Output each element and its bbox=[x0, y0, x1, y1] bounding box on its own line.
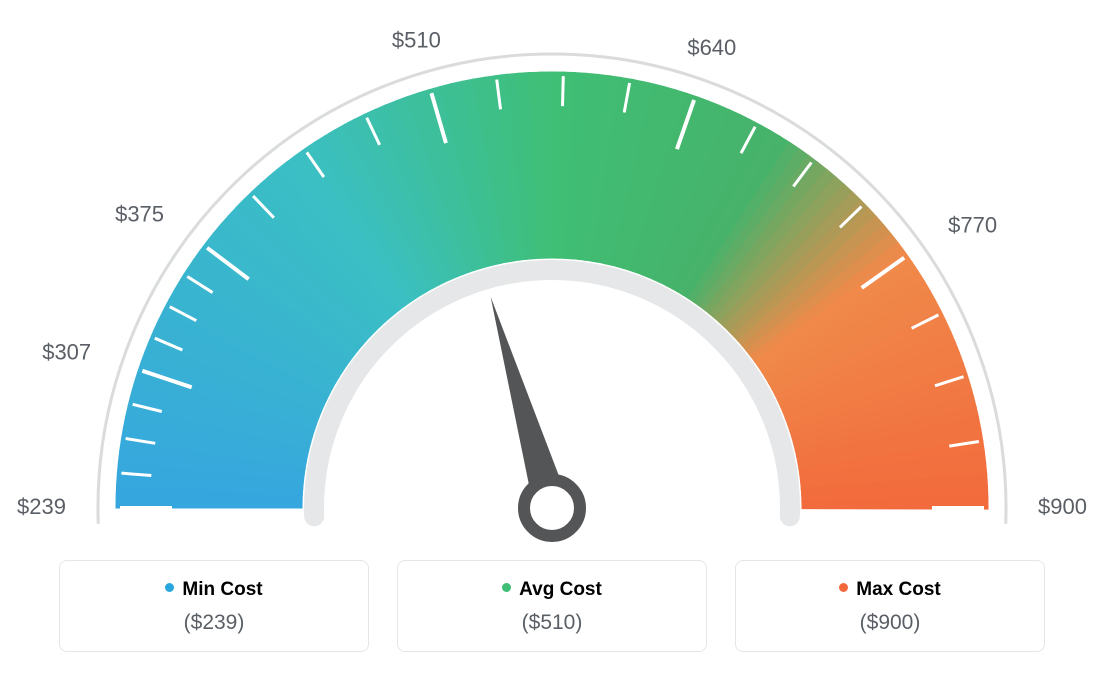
avg-cost-dot bbox=[502, 583, 511, 592]
tick-label: $239 bbox=[17, 494, 66, 519]
max-cost-dot bbox=[839, 583, 848, 592]
gauge-hub bbox=[524, 480, 580, 536]
avg-cost-label-text: Avg Cost bbox=[519, 579, 602, 600]
min-cost-label-text: Min Cost bbox=[182, 579, 262, 600]
min-cost-card: Min Cost ($239) bbox=[59, 560, 369, 652]
avg-cost-value: ($510) bbox=[398, 611, 706, 635]
min-cost-label: Min Cost bbox=[60, 579, 368, 601]
gauge-svg: $239 $307 $375 $510 $640 $770 $900 bbox=[0, 0, 1104, 560]
tick-label: $770 bbox=[948, 212, 997, 237]
min-cost-dot bbox=[165, 583, 174, 592]
max-cost-value: ($900) bbox=[736, 611, 1044, 635]
tick-label: $510 bbox=[392, 27, 441, 52]
min-cost-value: ($239) bbox=[60, 611, 368, 635]
max-cost-card: Max Cost ($900) bbox=[735, 560, 1045, 652]
tick-label: $375 bbox=[115, 201, 164, 226]
tick-label: $900 bbox=[1038, 494, 1087, 519]
tick-label: $640 bbox=[687, 35, 736, 60]
max-cost-label-text: Max Cost bbox=[856, 579, 940, 600]
avg-cost-label: Avg Cost bbox=[398, 579, 706, 601]
legend-row: Min Cost ($239) Avg Cost ($510) Max Cost… bbox=[0, 560, 1104, 652]
avg-cost-card: Avg Cost ($510) bbox=[397, 560, 707, 652]
gauge-chart: $239 $307 $375 $510 $640 $770 $900 bbox=[0, 0, 1104, 560]
max-cost-label: Max Cost bbox=[736, 579, 1044, 601]
tick-label: $307 bbox=[42, 340, 91, 365]
gauge-arc bbox=[116, 72, 988, 509]
